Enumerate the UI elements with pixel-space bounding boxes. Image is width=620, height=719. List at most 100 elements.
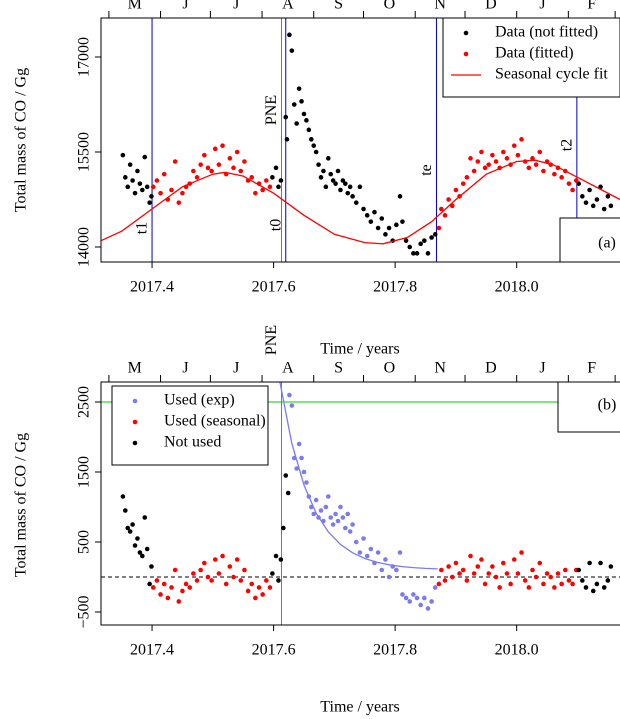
data-point xyxy=(394,222,399,228)
legend-label: Data (fitted) xyxy=(495,45,574,62)
x-tick-label: 2017.8 xyxy=(373,279,417,296)
data-point xyxy=(311,511,317,517)
data-point xyxy=(125,184,131,190)
data-point xyxy=(375,550,381,555)
data-point xyxy=(345,190,351,196)
data-point xyxy=(407,244,413,250)
data-point xyxy=(383,557,388,562)
data-point xyxy=(338,187,343,193)
legend-box xyxy=(111,385,269,466)
panel-label-box xyxy=(557,381,620,433)
line-label: PNE xyxy=(263,95,280,125)
data-point xyxy=(283,114,289,120)
data-point xyxy=(335,168,341,174)
data-point xyxy=(316,162,321,167)
data-point xyxy=(191,571,196,576)
y-tick-label: 15500 xyxy=(76,132,93,172)
line-label: te xyxy=(418,164,435,176)
data-point xyxy=(150,184,156,190)
data-point xyxy=(364,213,370,218)
data-point xyxy=(238,168,244,174)
data-point xyxy=(227,156,233,161)
data-point xyxy=(165,595,171,601)
month-label: A xyxy=(282,0,294,13)
data-point xyxy=(519,550,524,555)
data-point xyxy=(273,165,279,171)
data-point xyxy=(308,137,314,142)
data-point xyxy=(530,567,535,573)
data-point xyxy=(361,536,366,541)
data-point xyxy=(598,184,603,190)
data-point xyxy=(130,178,135,183)
data-point xyxy=(294,121,299,126)
data-point xyxy=(270,175,275,180)
data-point xyxy=(338,504,343,510)
data-point xyxy=(522,578,528,583)
data-point xyxy=(333,181,338,186)
data-point xyxy=(202,560,207,566)
data-point xyxy=(501,560,506,566)
data-point xyxy=(127,529,133,534)
panel-label: (a) xyxy=(598,235,616,252)
y-tick-label: −500 xyxy=(76,595,93,628)
data-point xyxy=(541,168,546,174)
data-point xyxy=(566,181,572,186)
month-label: D xyxy=(485,0,497,13)
data-point xyxy=(267,184,273,190)
data-point xyxy=(353,200,359,205)
data-point xyxy=(457,571,462,576)
data-point xyxy=(548,574,554,580)
data-point xyxy=(425,251,431,256)
data-point xyxy=(172,159,178,164)
data-point xyxy=(325,156,331,161)
data-point xyxy=(289,403,295,408)
data-point xyxy=(397,550,403,555)
data-point xyxy=(125,525,131,531)
data-point xyxy=(429,235,434,240)
data-point xyxy=(594,581,600,587)
data-point xyxy=(198,162,203,167)
data-point xyxy=(482,165,488,171)
data-point xyxy=(291,102,297,107)
month-label: A xyxy=(282,360,294,377)
month-label: F xyxy=(587,360,596,377)
data-point xyxy=(422,595,427,601)
data-point xyxy=(511,143,517,148)
data-point xyxy=(471,571,477,576)
data-point xyxy=(223,581,229,587)
data-point xyxy=(368,546,374,552)
data-point xyxy=(530,156,535,161)
x-tick-label: 2017.8 xyxy=(373,642,417,659)
data-point xyxy=(563,567,568,573)
data-point xyxy=(234,149,240,155)
data-point xyxy=(468,156,473,161)
data-point xyxy=(583,585,589,590)
data-point xyxy=(283,473,289,478)
data-point xyxy=(142,515,148,520)
data-point xyxy=(149,564,154,569)
data-point xyxy=(403,238,409,243)
data-point xyxy=(357,184,363,190)
data-point xyxy=(328,515,334,520)
data-point xyxy=(299,99,304,104)
data-point xyxy=(287,32,292,38)
legend-swatch xyxy=(132,398,138,404)
data-point xyxy=(278,557,284,562)
data-point xyxy=(323,504,329,510)
data-point xyxy=(242,159,247,164)
data-point xyxy=(526,165,532,171)
data-point xyxy=(533,574,539,580)
data-point xyxy=(436,225,442,231)
data-point xyxy=(386,574,392,580)
legend-swatch xyxy=(132,419,138,425)
data-point xyxy=(191,168,196,174)
data-point xyxy=(353,539,359,545)
data-point xyxy=(372,209,377,215)
legend-label: Used (exp) xyxy=(164,392,235,409)
data-point xyxy=(400,592,405,597)
legend-swatch xyxy=(463,30,469,36)
data-point xyxy=(194,175,200,180)
data-point xyxy=(231,165,236,171)
data-point xyxy=(150,585,156,590)
data-point xyxy=(220,553,225,559)
